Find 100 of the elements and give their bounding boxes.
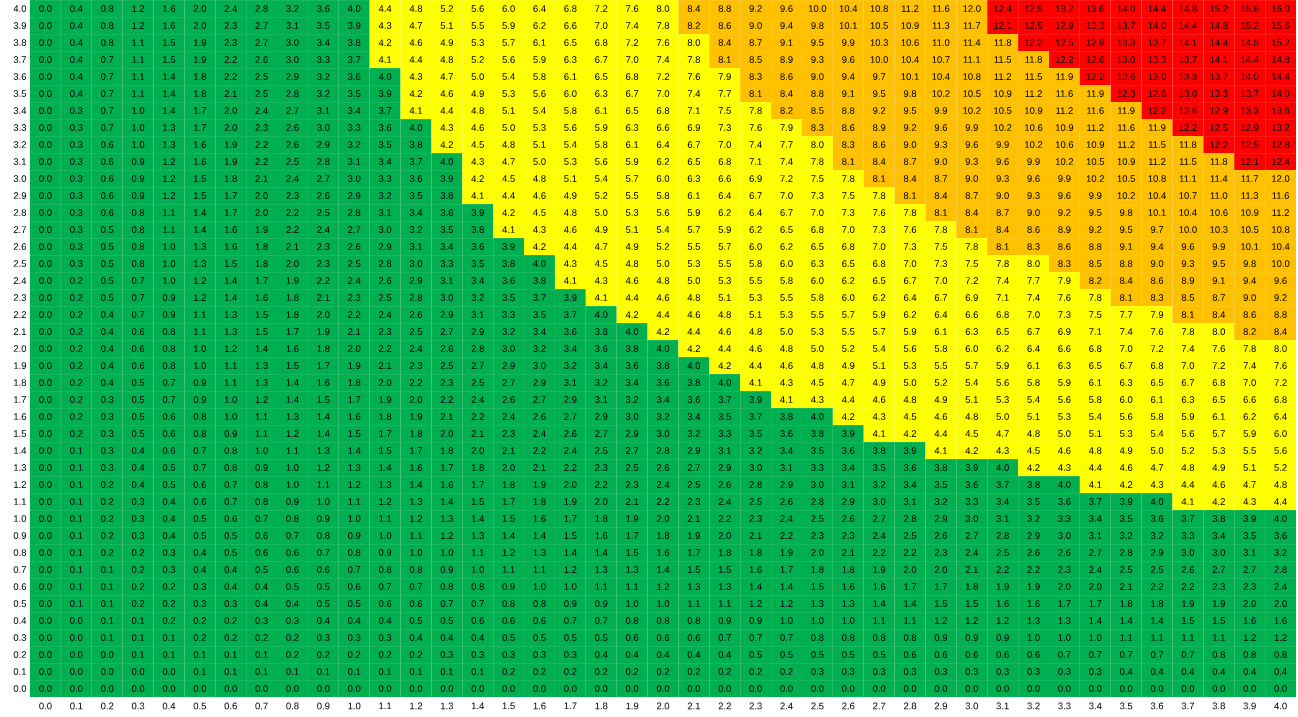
data-label: 0.3 <box>70 192 83 199</box>
data-label: 1.2 <box>410 515 423 522</box>
data-label: 0.9 <box>131 158 145 165</box>
data-label: 6.7 <box>626 90 639 97</box>
data-label: 4.4 <box>718 345 732 352</box>
data-label: 3.0 <box>440 294 454 301</box>
data-label: 7.2 <box>1274 379 1287 386</box>
data-label: 0.0 <box>39 515 52 522</box>
data-label: 0.0 <box>255 685 268 692</box>
x-tick-label: 1.8 <box>595 702 608 710</box>
data-label: 7.3 <box>903 243 917 250</box>
data-label: 8.3 <box>749 73 762 80</box>
data-label: 3.4 <box>348 107 361 114</box>
data-label: 4.9 <box>1212 464 1225 471</box>
data-label: 6.3 <box>1058 362 1071 369</box>
data-label: 2.0 <box>595 498 608 505</box>
data-label: 7.4 <box>780 158 793 165</box>
data-label: 10.4 <box>1272 243 1290 250</box>
data-label: 6.5 <box>996 328 1009 335</box>
data-label: 2.7 <box>1212 566 1225 573</box>
data-label: 0.1 <box>70 549 83 556</box>
data-label: 2.7 <box>471 362 484 369</box>
data-label: 1.1 <box>348 498 361 505</box>
data-label: 8.8 <box>842 107 855 114</box>
data-label: 6.7 <box>687 141 700 148</box>
data-label: 3.5 <box>502 294 515 301</box>
data-label: 0.0 <box>718 685 731 692</box>
data-label: 1.4 <box>163 107 176 114</box>
data-label: 2.4 <box>317 226 330 233</box>
data-label: 7.3 <box>718 124 731 131</box>
data-label: 7.6 <box>1058 294 1071 301</box>
data-label: 0.9 <box>378 549 392 556</box>
data-label: 3.1 <box>409 243 423 250</box>
x-tick-label: 3.0 <box>965 702 978 710</box>
data-label: 0.8 <box>162 345 176 352</box>
data-label: 10.1 <box>901 73 919 80</box>
data-label: 9.0 <box>1027 209 1040 216</box>
data-label: 0.5 <box>162 464 176 471</box>
data-label: 1.4 <box>286 396 299 403</box>
data-label: 5.8 <box>1150 413 1164 420</box>
data-label: 1.4 <box>255 345 268 352</box>
data-label: 0.5 <box>533 634 546 641</box>
data-label: 3.0 <box>533 362 546 369</box>
data-label: 1.5 <box>502 515 515 522</box>
data-label: 1.3 <box>348 464 361 471</box>
data-label: 2.3 <box>378 328 392 335</box>
data-label: 4.4 <box>934 430 948 437</box>
data-label: 6.5 <box>687 158 701 165</box>
data-label: 0.5 <box>749 651 762 658</box>
data-label: 0.3 <box>224 600 237 607</box>
data-label: 3.4 <box>533 328 546 335</box>
data-label: 0.9 <box>193 396 206 403</box>
data-label: 7.6 <box>1212 345 1225 352</box>
data-label: 6.3 <box>595 90 608 97</box>
data-label: 3.9 <box>564 294 577 301</box>
data-label: 0.2 <box>101 532 114 539</box>
data-label: 0.2 <box>70 328 83 335</box>
data-label: 3.2 <box>687 430 700 437</box>
data-label: 0.2 <box>70 430 83 437</box>
data-label: 1.1 <box>132 56 145 63</box>
data-label: 5.9 <box>533 56 546 63</box>
data-label: 2.7 <box>255 22 268 29</box>
data-label: 6.5 <box>1089 362 1102 369</box>
data-label: 2.6 <box>780 498 793 505</box>
data-label: 0.1 <box>70 464 83 471</box>
data-label: 6.7 <box>934 294 948 301</box>
data-label: 0.2 <box>162 583 176 590</box>
data-label: 0.1 <box>162 634 176 641</box>
data-label: 3.6 <box>348 73 361 80</box>
data-label: 6.5 <box>811 243 824 250</box>
data-label: 12.2 <box>1179 124 1197 131</box>
data-label: 1.3 <box>224 328 237 335</box>
data-label: 0.0 <box>286 685 299 692</box>
data-label: 7.0 <box>903 260 917 267</box>
data-label: 0.0 <box>39 634 52 641</box>
data-label: 11.0 <box>932 39 950 46</box>
data-label: 6.3 <box>626 124 639 131</box>
data-label: 5.7 <box>872 328 886 335</box>
data-label: 2.7 <box>286 107 299 114</box>
data-label: 1.1 <box>255 430 268 437</box>
data-label: 1.0 <box>657 600 670 607</box>
data-label: 2.1 <box>1120 583 1133 590</box>
data-label: 0.6 <box>348 583 361 590</box>
data-label: 14.1 <box>1210 56 1228 63</box>
data-label: 2.8 <box>471 345 484 352</box>
data-label: 14.8 <box>1179 5 1197 12</box>
data-label: 9.6 <box>934 124 948 131</box>
y-tick-label: 1.6 <box>14 413 27 420</box>
data-label: 4.0 <box>811 413 824 420</box>
data-label: 8.4 <box>780 90 793 97</box>
data-label: 2.0 <box>409 396 423 403</box>
data-label: 1.2 <box>1243 634 1256 641</box>
data-label: 1.9 <box>1027 583 1040 590</box>
data-label: 11.9 <box>1087 90 1104 97</box>
data-label: 3.4 <box>1089 515 1102 522</box>
data-label: 10.2 <box>1025 141 1043 148</box>
data-label: 0.6 <box>255 549 268 556</box>
data-label: 7.8 <box>1243 345 1256 352</box>
data-label: 3.2 <box>934 498 948 505</box>
data-label: 6.4 <box>718 192 732 199</box>
